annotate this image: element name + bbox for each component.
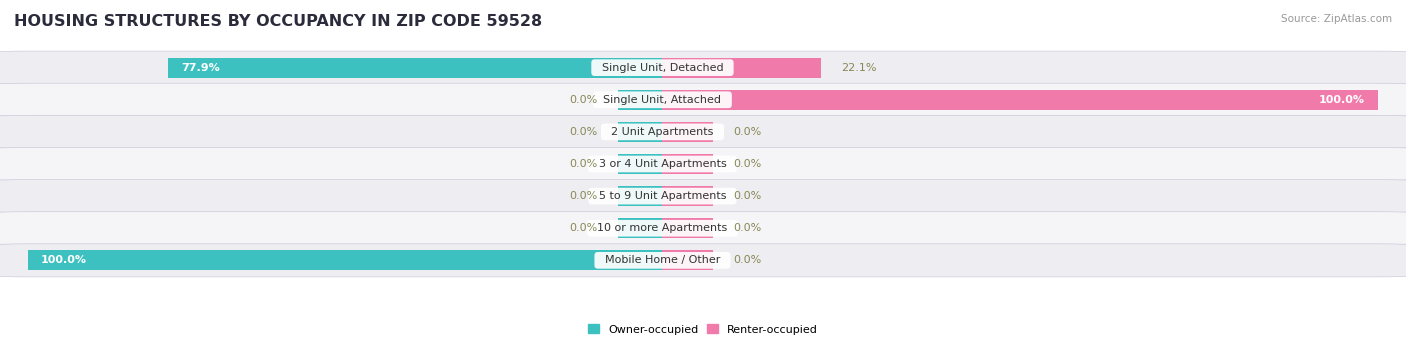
FancyBboxPatch shape [0,147,1406,180]
Bar [619,122,662,142]
Text: 0.0%: 0.0% [569,127,598,137]
Text: 0.0%: 0.0% [569,159,598,169]
Bar [28,250,662,270]
Bar [619,154,662,174]
Bar [619,186,662,206]
Text: 100.0%: 100.0% [1319,95,1365,105]
Text: 0.0%: 0.0% [569,191,598,201]
Bar [619,90,662,110]
Bar [167,58,662,78]
Text: Source: ZipAtlas.com: Source: ZipAtlas.com [1281,14,1392,24]
Text: 0.0%: 0.0% [569,95,598,105]
Text: 77.9%: 77.9% [181,63,221,73]
Bar [662,250,713,270]
Bar [662,218,713,238]
Legend: Owner-occupied, Renter-occupied: Owner-occupied, Renter-occupied [583,320,823,339]
Text: Mobile Home / Other: Mobile Home / Other [598,255,727,265]
Text: Single Unit, Attached: Single Unit, Attached [596,95,728,105]
Text: 10 or more Apartments: 10 or more Apartments [591,223,734,233]
FancyBboxPatch shape [0,115,1406,148]
Text: HOUSING STRUCTURES BY OCCUPANCY IN ZIP CODE 59528: HOUSING STRUCTURES BY OCCUPANCY IN ZIP C… [14,14,543,29]
Bar [619,218,662,238]
Bar [662,122,713,142]
Text: 0.0%: 0.0% [733,159,761,169]
Text: 5 to 9 Unit Apartments: 5 to 9 Unit Apartments [592,191,733,201]
Text: 0.0%: 0.0% [733,223,761,233]
Bar [662,154,713,174]
FancyBboxPatch shape [0,244,1406,277]
Text: 0.0%: 0.0% [569,223,598,233]
FancyBboxPatch shape [0,83,1406,116]
Bar [662,58,821,78]
FancyBboxPatch shape [0,180,1406,213]
FancyBboxPatch shape [0,51,1406,84]
Text: 3 or 4 Unit Apartments: 3 or 4 Unit Apartments [592,159,734,169]
Bar [662,90,1378,110]
Text: 22.1%: 22.1% [841,63,876,73]
FancyBboxPatch shape [0,212,1406,245]
Text: Single Unit, Detached: Single Unit, Detached [595,63,730,73]
Text: 0.0%: 0.0% [733,191,761,201]
Text: 0.0%: 0.0% [733,255,761,265]
Text: 100.0%: 100.0% [41,255,87,265]
Text: 2 Unit Apartments: 2 Unit Apartments [605,127,721,137]
Text: 0.0%: 0.0% [733,127,761,137]
Bar [662,186,713,206]
